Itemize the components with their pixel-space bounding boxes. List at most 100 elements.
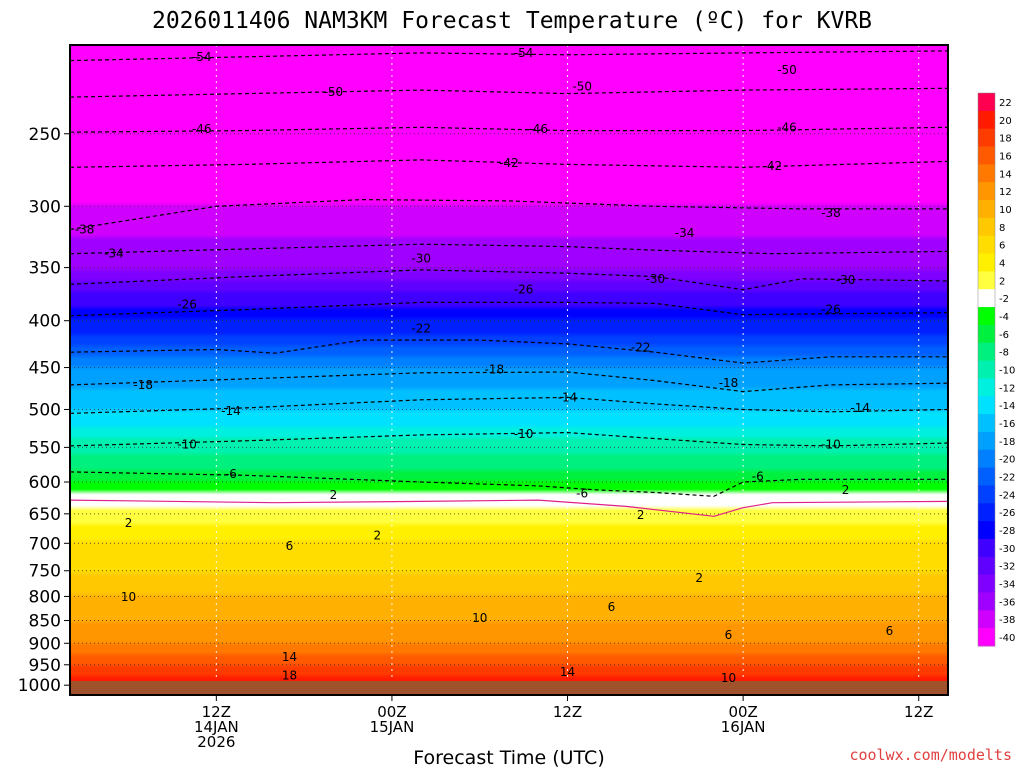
contour-label: 2 [695,571,703,585]
x-tick-label: 2026 [197,733,235,751]
contour-line [70,471,948,497]
colorbar: 22 20 18 16 14 12 10 8 6 4 2 -2 -4 -6 -8 -10 -12 -14 -16 -1… [977,92,1015,647]
colorbar-label: 14 [999,169,1012,180]
colorbar-label: 22 [999,98,1012,109]
contour-label: -50 [572,80,592,94]
colorbar-label: -24 [999,490,1015,501]
contour-label: -54 [192,50,212,64]
colorbar-label: 12 [999,187,1012,198]
y-tick-label: 850 [29,612,61,632]
contour-label: -42 [763,159,783,173]
colorbar-swatch [978,289,995,308]
y-tick-label: 600 [29,473,61,493]
colorbar-label: -26 [999,508,1015,519]
colorbar-label: -18 [999,437,1015,448]
y-tick-label: 1000 [18,676,61,696]
contour-label: -6 [225,467,237,481]
colorbar-label: 4 [999,258,1005,269]
colorbar-label: -20 [999,455,1015,466]
colorbar-swatch [978,93,995,112]
colorbar-label: -30 [999,544,1015,555]
colorbar-swatch [978,592,995,611]
colorbar-label: -22 [999,473,1015,484]
colorbar-swatch [978,396,995,415]
colorbar-swatch [978,610,995,629]
contour-label: -14 [558,390,578,404]
contour-line [70,243,948,255]
colorbar-label: 18 [999,134,1012,145]
contour-label: 6 [725,628,733,642]
colorbar-label: -28 [999,526,1015,537]
contour-label: 10 [472,611,487,625]
contour-label: -14 [221,404,241,418]
contour-line [70,126,948,133]
contour-label: -22 [631,341,651,355]
contour-label: -26 [821,303,841,317]
contour-label: -30 [836,273,856,287]
colorbar-swatch [978,253,995,272]
x-tick-label: 14JAN [194,718,239,736]
contour-line [70,269,948,291]
colorbar-swatch [978,485,995,504]
colorbar-label: -40 [999,633,1015,644]
contour-label: 2 [330,488,338,502]
contour-line [70,198,948,231]
y-axis: 2503003504004505005506006507007508008509… [18,125,70,696]
contour-line [70,301,948,317]
colorbar-label: 8 [999,223,1005,234]
contour-label: 6 [608,600,616,614]
contour-label: -6 [576,487,588,501]
grid [70,45,948,695]
contour-label: -10 [821,437,841,451]
contour-label: -30 [646,272,666,286]
x-axis-label: Forecast Time (UTC) [413,747,604,768]
contour-label: -18 [719,376,739,390]
x-tick-label: 12Z [553,703,582,721]
contour-line [70,371,948,393]
colorbar-label: -8 [999,348,1009,359]
contour-label: -42 [499,156,519,170]
contour-label: -22 [411,322,431,336]
colorbar-swatch [978,449,995,469]
colorbar-swatch [978,146,995,165]
y-tick-label: 950 [29,656,61,676]
y-tick-label: 350 [29,259,61,279]
contour-line [70,159,948,168]
contour-label: 6 [286,539,294,553]
colorbar-label: 6 [999,241,1005,252]
colorbar-swatch [978,128,995,148]
colorbar-swatch [978,431,995,451]
colorbar-label: -34 [999,580,1015,591]
colorbar-swatch [978,628,995,647]
contour-label: 2 [125,516,133,530]
contour-label: -54 [514,46,534,60]
y-tick-label: 250 [29,125,61,145]
contour-label: 6 [886,624,894,638]
contour-label: -30 [411,251,431,265]
contour-label: 18 [282,669,297,683]
colorbar-swatch [978,164,995,183]
y-tick-label: 450 [29,359,61,379]
contour-label: -38 [75,222,95,236]
contour-label: -46 [777,120,797,134]
ground-surface [70,681,948,695]
colorbar-swatch [978,574,995,593]
y-tick-label: 550 [29,438,61,458]
colorbar-swatch [978,342,995,362]
contour-line [70,431,948,447]
contour-label: -26 [514,283,534,297]
colorbar-swatch [978,235,995,255]
credit-link[interactable]: coolwx.com/modelts [849,746,1012,764]
temperature-field [70,45,948,695]
plot-frame [69,44,949,696]
contour-line [70,499,948,517]
contour-label: 2 [373,528,381,542]
contour-label: -50 [324,85,344,99]
colorbar-swatch [978,200,995,219]
colorbar-label: 2 [999,276,1005,287]
colorbar-swatch [978,521,995,540]
colorbar-swatch [978,467,995,486]
colorbar-label: -36 [999,597,1015,608]
